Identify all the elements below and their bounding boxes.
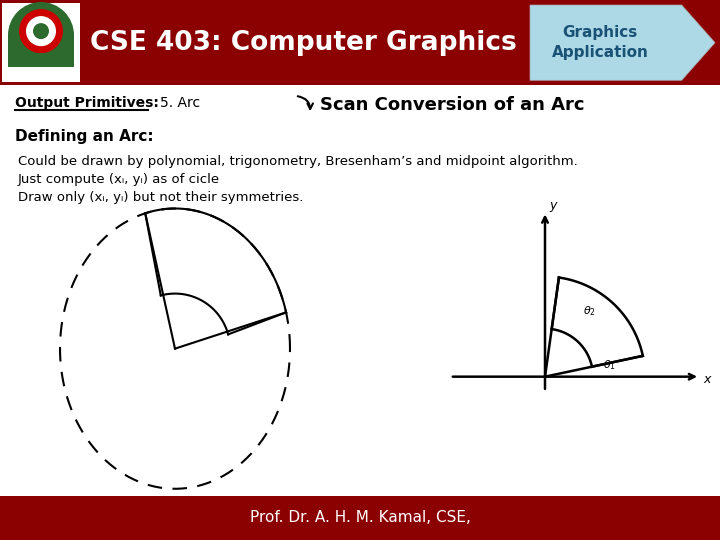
Polygon shape [530, 5, 715, 80]
Text: Output Primitives:: Output Primitives: [15, 96, 159, 110]
Text: Just compute (xᵢ, yᵢ) as of cicle: Just compute (xᵢ, yᵢ) as of cicle [18, 173, 220, 186]
Bar [2, 3, 80, 82]
Text: $\theta_2$: $\theta_2$ [583, 305, 596, 319]
Text: Graphics
Application: Graphics Application [552, 25, 649, 60]
Circle shape [26, 16, 56, 46]
Text: Scan Conversion of an Arc: Scan Conversion of an Arc [320, 96, 585, 114]
Text: Could be drawn by polynomial, trigonometry, Bresenham’s and midpoint algorithm.: Could be drawn by polynomial, trigonomet… [18, 154, 577, 167]
Text: Draw only (xᵢ, yᵢ) but not their symmetries.: Draw only (xᵢ, yᵢ) but not their symmetr… [18, 191, 303, 204]
Bar [8, 53, 74, 68]
Wedge shape [8, 2, 74, 35]
Circle shape [19, 9, 63, 53]
Text: x: x [703, 373, 711, 386]
Text: Prof. Dr. A. H. M. Kamal, CSE,: Prof. Dr. A. H. M. Kamal, CSE, [250, 510, 470, 525]
Bar [8, 35, 74, 68]
Text: 5. Arc: 5. Arc [160, 96, 200, 110]
Text: y: y [549, 199, 557, 212]
Circle shape [33, 23, 49, 39]
Text: Defining an Arc:: Defining an Arc: [15, 129, 153, 144]
Text: $\theta_1$: $\theta_1$ [603, 359, 616, 373]
Text: CSE 403: Computer Graphics: CSE 403: Computer Graphics [90, 30, 517, 56]
